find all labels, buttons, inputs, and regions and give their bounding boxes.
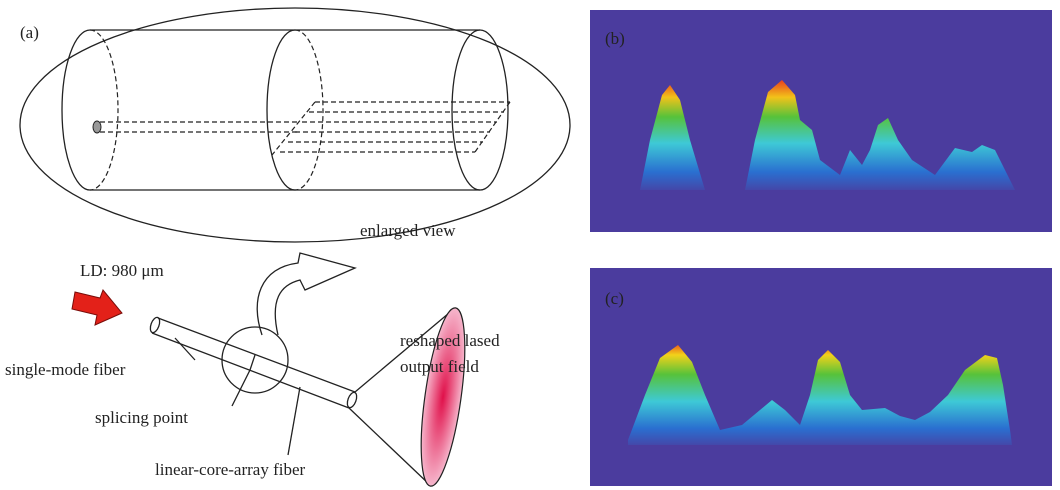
annotation: output field [400, 357, 479, 376]
annotation: splicing point [95, 408, 188, 427]
panel-label: (b) [605, 29, 625, 48]
figure: (a) enlarged view LD: 980 μm single-mode… [0, 0, 1060, 490]
enlarged-view [20, 8, 570, 242]
panel-c [590, 268, 1052, 486]
annotation: single-mode fiber [5, 360, 126, 379]
panel-label: (c) [605, 289, 624, 308]
arrow [257, 253, 355, 335]
panel-label: (a) [20, 23, 39, 42]
annotation: LD: 980 μm [80, 261, 164, 280]
laser-arrow [72, 290, 122, 325]
panel-b [590, 10, 1052, 232]
annotation: reshaped lased [400, 331, 500, 350]
annotation: linear-core-array fiber [155, 460, 306, 479]
annotation: enlarged view [360, 221, 456, 240]
